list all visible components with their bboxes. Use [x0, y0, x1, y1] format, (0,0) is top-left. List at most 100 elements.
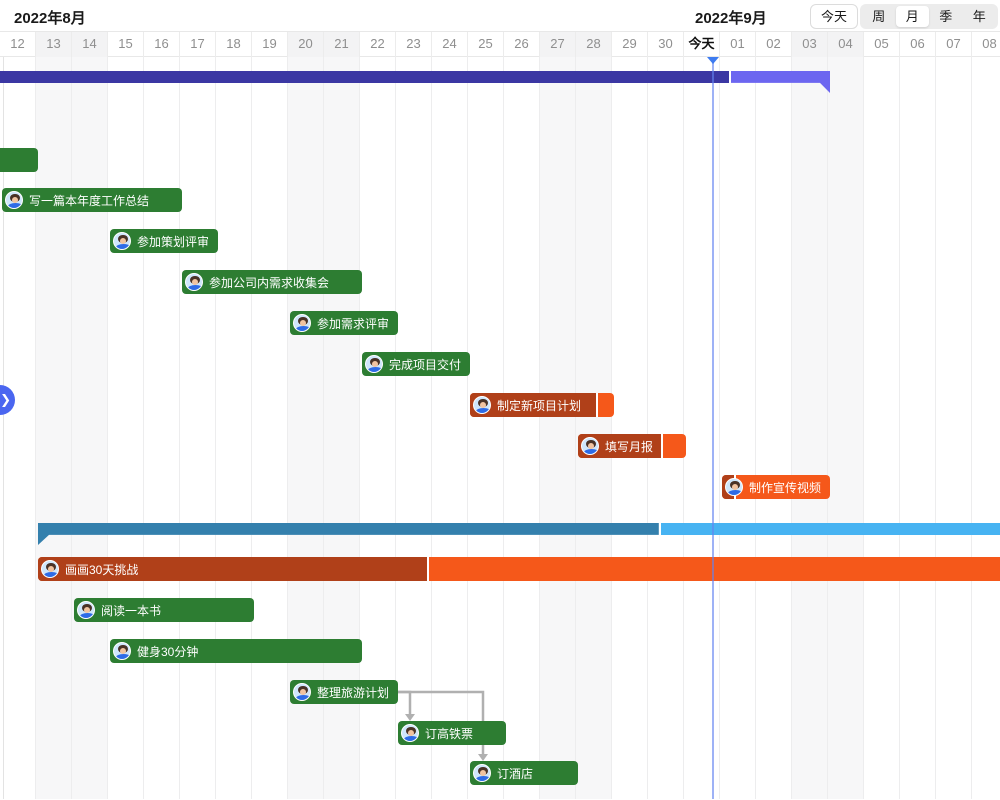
- date-cell-25: 25: [468, 32, 504, 57]
- grid-column: [576, 57, 612, 799]
- task-label: 参加公司内需求收集会: [209, 275, 330, 290]
- assignee-avatar-icon: [725, 478, 743, 496]
- today-button[interactable]: 今天: [810, 4, 859, 29]
- expand-tasklist-button[interactable]: ❯: [0, 385, 15, 415]
- assignee-avatar-icon: [113, 232, 131, 250]
- grid-column: [720, 57, 756, 799]
- summary-remaining-segment: [731, 71, 830, 93]
- grid-column: [36, 57, 72, 799]
- task-bar-订高铁票[interactable]: 订高铁票: [398, 721, 506, 745]
- summary-bar-work[interactable]: [0, 71, 830, 93]
- grid-column: [756, 57, 792, 799]
- progress-divider: [426, 557, 429, 581]
- task-label: 订高铁票: [425, 726, 474, 741]
- date-cell-08: 08: [972, 32, 1000, 57]
- assignee-avatar-icon: [365, 355, 383, 373]
- assignee-avatar-icon: [185, 273, 203, 291]
- grid-column: [540, 57, 576, 799]
- task-label: 制定新项目计划: [497, 398, 582, 413]
- chevron-right-icon: ❯: [0, 392, 11, 407]
- task-label: 订酒店: [497, 766, 534, 781]
- date-cell-23: 23: [396, 32, 432, 57]
- date-cell-03: 03: [792, 32, 828, 57]
- task-bar-制定新项目计划[interactable]: 制定新项目计划: [470, 393, 614, 417]
- grid-column: [432, 57, 468, 799]
- grid-column: [648, 57, 684, 799]
- elapsed-portion: [38, 557, 427, 581]
- grid-column: [612, 57, 648, 799]
- gantt-chart-area: ❯ 写一篇本年度工作总结参加策划评审参加公司内需求收集会参加需求评审完成项目交付…: [0, 57, 1000, 799]
- task-bar-写一篇本年度工作总结[interactable]: 写一篇本年度工作总结: [2, 188, 182, 212]
- grid-column: [144, 57, 180, 799]
- task-bar-clipped[interactable]: [0, 148, 38, 172]
- task-bar-画画30天挑战[interactable]: 画画30天挑战: [38, 557, 1000, 581]
- date-cell-05: 05: [864, 32, 900, 57]
- month-label-august: 2022年8月: [14, 10, 86, 27]
- date-cell-20: 20: [288, 32, 324, 57]
- date-cell-15: 15: [108, 32, 144, 57]
- view-mode-switcher: 周月季 年: [860, 4, 998, 29]
- grid-column: [900, 57, 936, 799]
- date-cell-27: 27: [540, 32, 576, 57]
- titlebar: 2022年8月 2022年9月 今天 周月季 年: [0, 0, 1000, 32]
- assignee-avatar-icon: [581, 437, 599, 455]
- date-cell-07: 07: [936, 32, 972, 57]
- summary-elapsed-segment: [38, 523, 659, 545]
- task-bar-参加策划评审[interactable]: 参加策划评审: [110, 229, 218, 253]
- date-cell-13: 13: [36, 32, 72, 57]
- task-label: 参加需求评审: [317, 316, 390, 331]
- grid-column: [684, 57, 720, 799]
- view-mode-年[interactable]: 年: [972, 9, 986, 24]
- grid-column: [504, 57, 540, 799]
- today-marker-icon: [707, 57, 719, 64]
- date-cell-06: 06: [900, 32, 936, 57]
- grid-column: [936, 57, 972, 799]
- grid-column: [0, 57, 36, 799]
- view-mode-季[interactable]: 季: [939, 9, 953, 24]
- task-bar-参加公司内需求收集会[interactable]: 参加公司内需求收集会: [182, 270, 362, 294]
- collapsed-panel-border: [3, 57, 4, 799]
- assignee-avatar-icon: [473, 396, 491, 414]
- date-cell-04: 04: [828, 32, 864, 57]
- progress-divider: [595, 393, 598, 417]
- task-label: 完成项目交付: [389, 357, 462, 372]
- task-label: 参加策划评审: [137, 234, 210, 249]
- view-mode-周[interactable]: 周: [872, 9, 886, 24]
- task-label: 写一篇本年度工作总结: [29, 193, 150, 208]
- summary-remaining-segment: [660, 523, 1000, 535]
- task-label: 画画30天挑战: [65, 562, 139, 577]
- task-label: 制作宣传视频: [749, 480, 822, 495]
- assignee-avatar-icon: [77, 601, 95, 619]
- task-bar-健身30分钟[interactable]: 健身30分钟: [110, 639, 362, 663]
- date-cell-28: 28: [576, 32, 612, 57]
- task-label: 整理旅游计划: [317, 685, 390, 700]
- grid-column: [864, 57, 900, 799]
- grid-column: [324, 57, 360, 799]
- grid-column: [828, 57, 864, 799]
- date-cell-17: 17: [180, 32, 216, 57]
- task-bar-参加需求评审[interactable]: 参加需求评审: [290, 311, 398, 335]
- task-bar-填写月报[interactable]: 填写月报: [578, 434, 686, 458]
- task-bar-订酒店[interactable]: 订酒店: [470, 761, 578, 785]
- task-bar-整理旅游计划[interactable]: 整理旅游计划: [290, 680, 398, 704]
- grid-column: [180, 57, 216, 799]
- date-cell-24: 24: [432, 32, 468, 57]
- task-bar-完成项目交付[interactable]: 完成项目交付: [362, 352, 470, 376]
- assignee-avatar-icon: [293, 683, 311, 701]
- month-label-september: 2022年9月: [695, 10, 767, 27]
- assignee-avatar-icon: [473, 764, 491, 782]
- view-mode-月[interactable]: 月: [895, 6, 929, 27]
- grid-column: [288, 57, 324, 799]
- assignee-avatar-icon: [5, 191, 23, 209]
- grid-column: [72, 57, 108, 799]
- date-header-row: 12 13 14 15 16 17 18 19 20 21 22 23 24 25 26 27 28 29 30 今天…: [0, 32, 1000, 57]
- date-cell-22: 22: [360, 32, 396, 57]
- date-cell-30: 30: [648, 32, 684, 57]
- task-bar-制作宣传视频[interactable]: 制作宣传视频: [722, 475, 830, 499]
- assignee-avatar-icon: [41, 560, 59, 578]
- grid-column: [252, 57, 288, 799]
- summary-elapsed-segment: [0, 71, 729, 83]
- summary-bar-life[interactable]: [38, 523, 1000, 545]
- task-bar-阅读一本书[interactable]: 阅读一本书: [74, 598, 254, 622]
